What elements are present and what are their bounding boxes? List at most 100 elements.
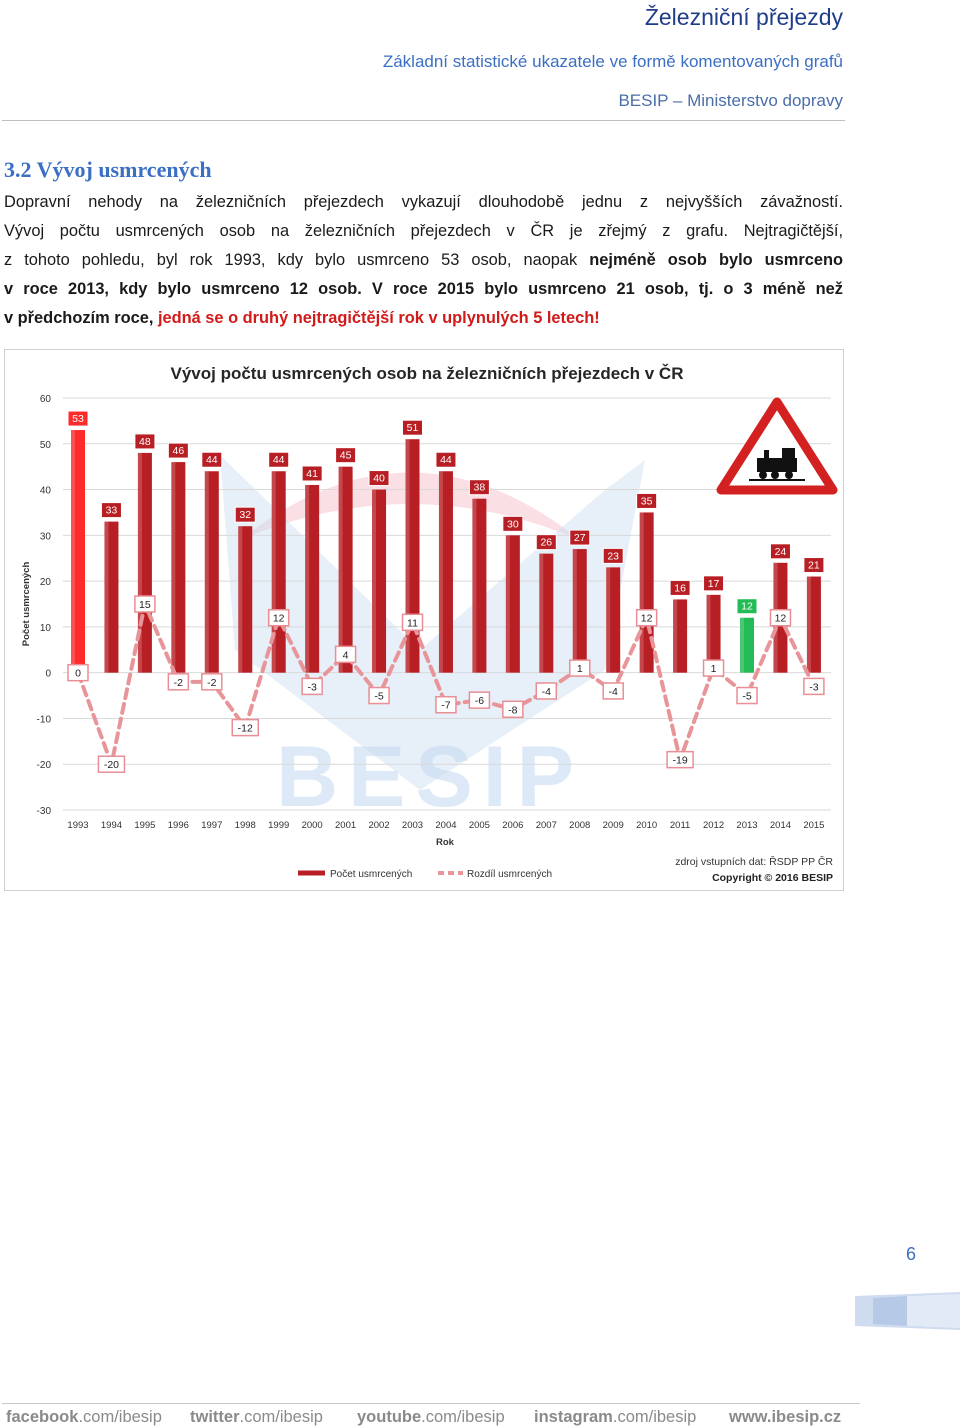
difference-value-box [602,682,624,700]
bar-value-box [402,419,423,436]
x-tick-label: 2012 [703,820,724,831]
footer-divider [2,1403,860,1404]
bar [472,498,487,673]
difference-value-box [267,608,290,627]
bar-value-box [368,470,390,487]
difference-value-box [97,755,126,773]
bar-value-box [602,547,624,564]
y-axis-label: Počet usmrcených [21,562,32,647]
bar-value-label: 41 [306,468,318,480]
bar-shine [104,521,109,673]
x-tick-label: 1996 [168,820,189,831]
bar [238,526,253,673]
chart-container: BESIP -30 -20 -10 0 10 20 30 40 50 60 Vývoj počtu u… [4,349,844,891]
paragraph-line: v předchozím roce, jedná se o druhý nejt… [4,304,843,333]
bar [338,466,353,673]
bar-shine [305,484,310,673]
bar-value-box [636,492,658,509]
x-tick-label: 1994 [101,820,122,831]
x-tick-label: 2005 [469,820,490,831]
bar-shine [505,535,510,673]
bar-value-box [703,575,725,592]
difference-value-box [569,659,591,677]
difference-value-label: -19 [673,755,688,767]
bar-shine [271,471,276,673]
difference-value-label: 12 [641,613,653,625]
bar-value-label: 44 [273,454,285,466]
bar-value-label: 40 [373,473,385,485]
bar-value-box [201,451,223,468]
footer-link[interactable]: youtube.com/ibesip [357,1408,505,1427]
y-tick-label: 60 [40,394,52,405]
difference-value-box [134,595,156,613]
bar-shine [572,549,577,673]
y-tick-label: -20 [37,760,52,771]
difference-value-box [535,682,558,700]
watermark-chevron [220,455,645,790]
x-tick-label: 2006 [502,820,523,831]
bar-value-label: 38 [474,482,486,494]
footer-link-rest: .com/ibesip [239,1408,323,1426]
bar-value-label: 24 [775,546,787,558]
locomotive-chimney-icon [764,450,769,459]
paragraph-line: Dopravní nehody na železničních přejezde… [4,188,843,217]
bar [372,489,387,673]
difference-value-box [769,608,792,627]
bar-value-label: 46 [173,445,185,457]
bar-value-label: 23 [607,550,619,562]
footer-link-strong: instagram [534,1408,613,1426]
bar [438,471,453,673]
difference-value-label: -7 [441,700,450,712]
difference-value-box [401,613,424,632]
difference-value-box [468,691,491,709]
bar-value-label: 12 [741,601,753,613]
difference-value-label: -12 [238,723,253,735]
bar [505,535,520,673]
bar-value-label: 26 [540,537,552,549]
locomotive-wheel-icon [785,471,793,479]
footer-link[interactable]: facebook.com/ibesip [6,1408,162,1427]
bar [572,549,587,673]
bar-value-label: 44 [440,454,452,466]
x-tick-label: 2004 [435,820,456,831]
difference-value-box [702,659,725,677]
locomotive-cab-icon [782,448,795,460]
bar [673,599,688,673]
y-tick-label: 10 [40,623,52,634]
source-note: zdroj vstupních dat: ŘSDP PP ČR [675,855,833,868]
difference-line [76,597,816,772]
bar-shine [438,471,443,673]
y-tick-label: 50 [40,440,52,451]
difference-value-label: 4 [343,649,349,661]
bar-shine [338,466,343,673]
x-tick-label: 1995 [134,820,155,831]
bar-shine [238,526,243,673]
bar-value-box [803,557,825,574]
footer-link-rest: .com/ibesip [421,1408,505,1426]
bar-shine [372,489,377,673]
footer-link[interactable]: instagram.com/ibesip [534,1408,696,1427]
difference-value-box [666,750,694,769]
bar-value-box [435,451,457,468]
footer-link[interactable]: www.ibesip.cz [729,1408,841,1427]
x-tick-label: 1998 [235,820,256,831]
bar [104,521,119,673]
footer-link-rest: .com/ibesip [78,1408,162,1426]
bar-value-label: 30 [507,518,519,530]
footer-link[interactable]: twitter.com/ibesip [190,1408,323,1427]
y-tick-label: 30 [40,531,52,542]
bar-shine [706,594,711,673]
bar-shine [639,512,644,673]
bar-shine [137,452,142,673]
bar-value-label: 51 [407,422,419,434]
bar-value-box [335,447,357,464]
bar [539,553,554,673]
bar-value-box [67,410,89,427]
x-tick-label: 2015 [803,820,824,831]
bar-value-box [100,502,122,519]
locomotive-wheel-icon [771,471,779,479]
difference-value-label: -2 [174,677,183,689]
locomotive-wheel-icon [759,471,767,479]
difference-value-box [201,673,223,691]
bar-shine [740,617,744,673]
